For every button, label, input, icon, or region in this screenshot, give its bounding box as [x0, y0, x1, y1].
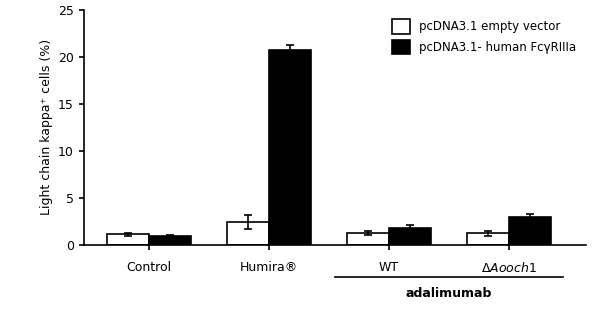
Text: Humira®: Humira®: [240, 261, 298, 274]
Bar: [509, 217, 551, 244]
Bar: [106, 234, 149, 244]
Bar: [467, 233, 509, 244]
Text: Control: Control: [126, 261, 171, 274]
Bar: [227, 222, 269, 244]
Text: adalimumab: adalimumab: [406, 287, 492, 300]
Bar: [347, 233, 389, 244]
Text: WT: WT: [379, 261, 399, 274]
Bar: [389, 228, 431, 244]
Legend: pcDNA3.1 empty vector, pcDNA3.1- human FcγRIIIa: pcDNA3.1 empty vector, pcDNA3.1- human F…: [389, 16, 580, 57]
Text: $\Delta$$\mathit{Aooch1}$: $\Delta$$\mathit{Aooch1}$: [481, 261, 537, 275]
Bar: [149, 236, 191, 244]
Y-axis label: Light chain kappa⁺ cells (%): Light chain kappa⁺ cells (%): [39, 39, 53, 215]
Bar: [269, 50, 311, 244]
